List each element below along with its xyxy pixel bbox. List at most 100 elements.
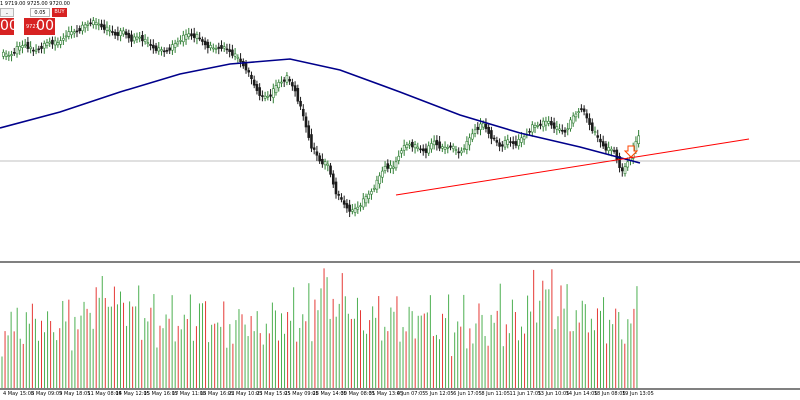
candle-body — [261, 95, 264, 97]
ohlc-readout: 1 9719.00 9725.00 9720.00 — [0, 1, 70, 7]
candle-body — [593, 131, 597, 133]
candle-body — [462, 148, 466, 150]
candle-body — [400, 150, 403, 154]
candle-body — [582, 108, 586, 112]
candle-body — [89, 22, 92, 25]
candle-body — [348, 204, 351, 212]
candle-body — [192, 33, 196, 38]
candle-body — [323, 161, 327, 166]
candle-body — [127, 33, 131, 39]
candle-body — [318, 155, 321, 162]
candle-body — [263, 95, 267, 99]
candle-body — [97, 23, 101, 26]
candle-body — [122, 30, 125, 35]
candle-body — [370, 191, 373, 195]
candle-body — [217, 46, 221, 49]
lot-decrease-button[interactable]: - — [0, 8, 14, 17]
candle-body — [4, 53, 8, 57]
candle-body — [367, 193, 371, 200]
candle-body — [182, 34, 185, 43]
candle-body — [184, 34, 188, 40]
candle-body — [48, 41, 52, 44]
candle-body — [356, 206, 360, 210]
candle-body — [580, 108, 583, 110]
sell-button[interactable]: 00 — [0, 18, 14, 35]
candle-body — [620, 167, 624, 172]
candle-body — [18, 45, 22, 51]
candle-body — [506, 139, 510, 145]
candle-body — [495, 140, 499, 143]
candle-body — [198, 37, 201, 40]
candle-body — [203, 40, 207, 46]
candle-body — [171, 44, 174, 51]
sell-price: 00 — [0, 18, 14, 34]
candle-body — [501, 144, 504, 147]
candle-body — [32, 49, 35, 52]
candle-body — [544, 120, 548, 126]
buy-button-label[interactable]: BUY — [52, 8, 67, 17]
candle-body — [590, 122, 594, 132]
time-axis-label: 23 May 15:05 — [256, 391, 291, 397]
candle-body — [23, 44, 27, 47]
buy-price: 00 — [36, 18, 54, 34]
time-axis-label: 13 Jun 10:05 — [537, 391, 570, 397]
candle-body — [394, 161, 398, 169]
lot-size-input[interactable]: 0.05 — [30, 8, 50, 17]
candle-body — [168, 47, 171, 51]
time-axis-label: 18 Jun 08:05 — [593, 391, 626, 397]
candle-body — [165, 50, 169, 52]
candle-body — [454, 149, 458, 151]
time-axis-label: 8 Jun 11:05 — [481, 391, 510, 397]
candle-body — [244, 63, 248, 71]
candle-body — [312, 147, 316, 150]
candle-body — [528, 130, 531, 133]
candle-body — [214, 48, 218, 50]
candle-body — [342, 200, 346, 205]
candle-body — [40, 45, 43, 49]
candle-body — [443, 146, 447, 150]
candle-body — [255, 84, 259, 91]
candle-body — [558, 128, 561, 131]
candle-body — [555, 126, 559, 130]
candle-body — [539, 123, 542, 126]
candle-body — [405, 144, 409, 148]
time-axis-label: 9 May 18:05 — [59, 391, 91, 397]
candle-body — [473, 129, 477, 134]
candle-body — [299, 100, 302, 107]
candle-body — [78, 28, 82, 32]
candle-body — [67, 31, 71, 37]
candle-body — [280, 81, 283, 84]
candle-body — [601, 141, 605, 147]
candle-body — [152, 44, 155, 49]
down-arrow-icon — [623, 145, 639, 158]
candle-body — [236, 56, 240, 59]
time-axis-label: 6 Jun 17:05 — [453, 391, 482, 397]
candle-body — [577, 111, 580, 114]
candle-body — [383, 166, 387, 171]
candle-body — [610, 148, 613, 151]
time-axis-label: 18 May 16:05 — [199, 391, 235, 397]
candle-body — [416, 146, 420, 149]
candle-body — [514, 141, 518, 146]
candle-body — [108, 29, 111, 32]
candle-body — [105, 26, 109, 31]
candle-body — [536, 125, 540, 127]
candle-body — [345, 203, 349, 209]
candle-body — [157, 47, 161, 52]
buy-button[interactable]: 9727 00 — [24, 18, 55, 35]
candle-body — [626, 161, 630, 168]
candle-body — [173, 43, 177, 48]
candle-body — [386, 163, 390, 169]
candle-body — [321, 158, 324, 165]
candle-body — [596, 135, 600, 138]
candle-body — [111, 31, 114, 33]
candle-body — [143, 38, 147, 43]
time-axis-label: 14 Jun 14:05 — [565, 391, 598, 397]
time-axis-label: 15 May 16:05 — [143, 391, 178, 397]
candle-body — [176, 41, 180, 45]
candle-body — [45, 42, 49, 46]
candle-body — [634, 141, 638, 152]
candle-body — [460, 150, 463, 154]
